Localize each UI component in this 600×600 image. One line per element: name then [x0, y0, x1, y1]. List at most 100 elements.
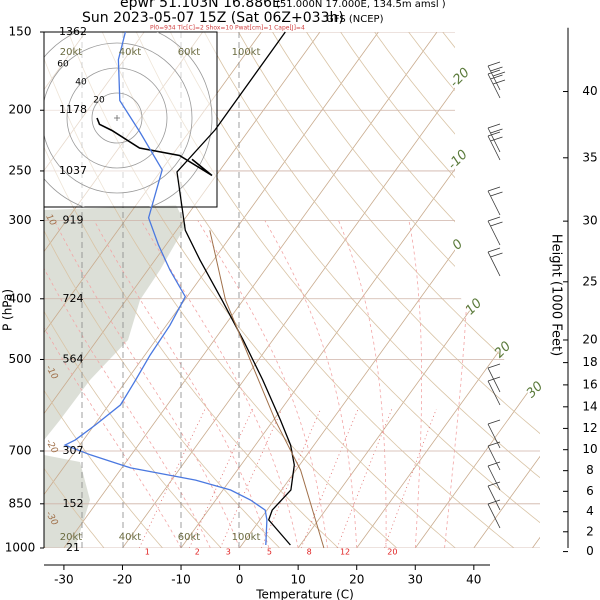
y-tick-label: 500 [9, 352, 32, 366]
wind-barb [487, 485, 501, 511]
mixing-ratio-line [220, 408, 283, 548]
y-tick-label: 150 [9, 25, 32, 39]
moist-adiabat [53, 220, 240, 548]
wind-barb [487, 135, 501, 161]
dry-adiabat [442, 32, 540, 548]
moist-adiabat [140, 220, 299, 548]
dry-adiabat [135, 32, 540, 548]
isobar-height: 307 [63, 444, 84, 457]
wind-barb-feather [490, 66, 503, 72]
isobar-height: 1037 [59, 164, 87, 177]
x-tick-label: -10 [171, 573, 191, 587]
foreground [63, 31, 506, 549]
indices: Pl0=934 Tlc[C]=2 Shox=10 Pwat[cm]=1 Cape… [150, 25, 305, 32]
y2-tick-label: 30 [582, 214, 597, 228]
isotherm [63, 32, 438, 548]
dry-adiabat [101, 32, 515, 548]
y2-tick-label: 16 [582, 377, 597, 391]
mixing-ratio-line [336, 408, 393, 548]
dry-adiabat [44, 32, 222, 548]
y-tick-label: 250 [9, 163, 32, 177]
wind-scale-label: 100kt [232, 47, 261, 58]
isobar-height: 564 [63, 352, 84, 365]
wind-barb [487, 367, 501, 393]
y2-tick-label: 35 [582, 150, 597, 164]
dry-adiabat [272, 32, 540, 548]
y2-tick-label: 18 [582, 355, 597, 369]
wind-barb-feather [492, 71, 506, 77]
y2-tick-label: 8 [586, 463, 594, 477]
mixing-ratio-line [261, 408, 321, 548]
background-lines [44, 32, 540, 548]
moist-adiabat [44, 220, 211, 548]
hodograph-ring [66, 67, 168, 169]
isotherm-label: -10 [445, 147, 471, 173]
wind-barb-feather [487, 363, 501, 369]
dry-adiabat [44, 32, 163, 548]
y-tick-label: 1000 [5, 541, 36, 555]
subtitle: Sun 2023-05-07 15Z (Sat 06Z+033h) [82, 10, 344, 26]
wind-barb-feather [487, 61, 501, 67]
mixing-ratio-line [188, 408, 253, 548]
wind-barb [487, 380, 501, 406]
y2-tick-label: 20 [582, 332, 597, 346]
hodograph-line [96, 117, 213, 177]
wind-scale-label: 60kt [178, 532, 201, 543]
profile-line [63, 31, 268, 546]
wind-barb-feather [490, 191, 503, 197]
isotherm [180, 32, 540, 548]
dry-adiabat [170, 32, 540, 548]
hodograph-ring [44, 42, 193, 194]
y2-axis-label: Height (1000 Feet) [549, 234, 564, 356]
isobar-height: 152 [63, 497, 84, 510]
wind-scale-label: 60kt [178, 47, 201, 58]
y2-tick-label: 40 [582, 84, 597, 98]
shaded-area [44, 205, 186, 440]
chart-title: epwr 51.103N 16.886E [120, 0, 281, 11]
moist-adiabat [44, 220, 182, 548]
y-tick-label: 700 [9, 443, 32, 457]
wind-barb-feather [487, 186, 501, 192]
x-tick-label: -30 [54, 573, 74, 587]
moist-adiabat [408, 220, 422, 548]
wind-barb-feather [487, 247, 501, 253]
wind-barb-feather [487, 441, 501, 447]
wind-scale-label: 20kt [60, 532, 83, 543]
dry-adiabat [476, 32, 540, 548]
isotherm-label: 20 [492, 339, 514, 361]
x-tick-label: 10 [291, 573, 306, 587]
y-tick-label: 850 [9, 496, 32, 510]
wind-scale-label: 40kt [119, 532, 142, 543]
y-tick-label: 200 [9, 103, 32, 117]
wind-barb-feather [487, 419, 501, 425]
mixing-ratio-line [300, 408, 359, 548]
mixing-ratio-line [138, 408, 206, 548]
y2-tick-label: 6 [586, 484, 594, 498]
wind-barb-feather [487, 216, 501, 222]
wind-barb-feather [490, 136, 503, 142]
hodograph-ring [91, 92, 143, 144]
mixing-ratio-label: 20 [387, 548, 397, 557]
wind-barb-feather [487, 69, 501, 75]
profile-line [209, 230, 325, 549]
x-axis-label: Temperature (C) [255, 588, 354, 600]
moist-adiabat [444, 220, 470, 548]
mixing-ratio-label: 8 [307, 548, 312, 557]
moist-adiabat [197, 220, 328, 548]
isobar-height: 724 [63, 292, 84, 305]
isotherm [414, 32, 540, 548]
mixing-ratio-line [384, 408, 437, 548]
x-tick-label: 30 [408, 573, 423, 587]
x-tick-label: 0 [236, 573, 244, 587]
isotherm [356, 32, 540, 548]
profile-line [176, 31, 295, 546]
wind-barb [487, 190, 501, 216]
x-tick-label: -20 [113, 573, 133, 587]
wind-barb-feather [490, 252, 503, 258]
mixing-ratio-label: 12 [340, 548, 350, 557]
isotherm [44, 32, 379, 548]
dry-adiabat [44, 32, 339, 548]
wind-scale-label: 20kt [60, 47, 83, 58]
mixing-ratio-label: 2 [195, 548, 200, 557]
